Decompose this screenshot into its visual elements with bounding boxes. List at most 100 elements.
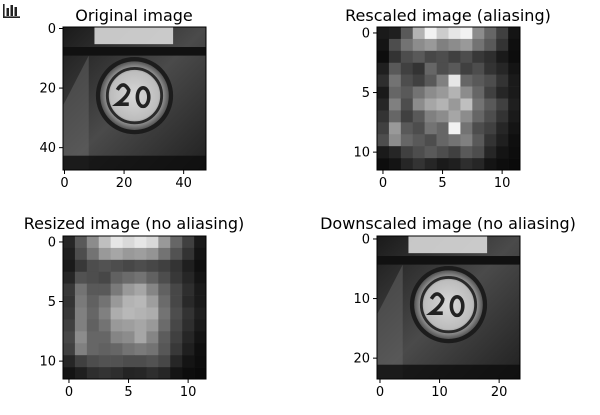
heatmap-cell xyxy=(146,331,159,344)
heatmap-cell xyxy=(377,98,390,111)
heatmap-cell xyxy=(496,110,509,123)
heatmap-cell xyxy=(110,271,123,284)
heatmap-cell xyxy=(182,355,195,368)
heatmap-cell xyxy=(110,247,123,261)
heatmap-cell xyxy=(484,146,497,159)
heatmap-cell xyxy=(508,158,521,171)
heatmap-cell xyxy=(158,331,171,344)
heatmap-cell xyxy=(182,247,195,261)
heatmap-cell xyxy=(412,134,425,147)
heatmap-cell xyxy=(412,158,425,171)
heatmap-cell xyxy=(158,343,171,356)
heatmap-cell xyxy=(388,27,402,40)
heatmap-cell xyxy=(508,74,521,87)
heatmap-cell xyxy=(182,271,195,284)
heatmap-cell xyxy=(63,247,76,261)
heatmap-cell xyxy=(170,271,183,284)
heatmap-cell xyxy=(134,236,147,249)
heatmap-cell xyxy=(134,283,147,296)
heatmap-cell xyxy=(134,307,147,320)
heatmap-cell xyxy=(122,236,135,249)
heatmap-cell xyxy=(508,62,521,75)
heatmap-cell xyxy=(460,134,473,147)
heatmap-cell xyxy=(170,319,183,332)
heatmap-cell xyxy=(400,110,414,123)
heatmap-cell xyxy=(472,74,485,87)
heatmap-cell xyxy=(98,247,111,261)
heatmap-cell xyxy=(74,331,88,344)
bar-chart-icon[interactable] xyxy=(2,2,22,20)
heatmap-cell xyxy=(412,146,425,159)
heatmap-cell xyxy=(460,98,473,111)
y-tick-label: 40 xyxy=(39,141,56,156)
heatmap-cell xyxy=(110,319,123,332)
heatmap-cell xyxy=(472,62,485,75)
heatmap-cell xyxy=(508,110,521,123)
heatmap-cell xyxy=(74,247,88,261)
heatmap-cell xyxy=(122,247,135,261)
heatmap-cell xyxy=(400,86,414,99)
heatmap-cell xyxy=(134,343,147,356)
heatmap-cell xyxy=(74,307,88,320)
y-tick-label: 0 xyxy=(48,22,56,37)
x-tick-label: 10 xyxy=(431,385,448,400)
heatmap-cell xyxy=(170,247,183,261)
heatmap-cell xyxy=(110,331,123,344)
heatmap-cell xyxy=(158,247,171,261)
heatmap-cell xyxy=(194,247,207,261)
heatmap-cell xyxy=(460,110,473,123)
heatmap-cell xyxy=(86,367,100,380)
heatmap-cell xyxy=(436,27,449,40)
heatmap-cell xyxy=(448,62,461,75)
x-tick-label: 10 xyxy=(180,385,197,400)
heatmap-cell xyxy=(146,271,159,284)
heatmap-cell xyxy=(436,86,449,99)
heatmap-cell xyxy=(182,307,195,320)
heatmap-cell xyxy=(182,331,195,344)
heatmap-cell xyxy=(484,98,497,111)
heatmap-cell xyxy=(98,331,111,344)
heatmap-cell xyxy=(448,50,461,64)
heatmap-cell xyxy=(460,86,473,99)
heatmap-cell xyxy=(472,110,485,123)
heatmap-cell xyxy=(98,319,111,332)
heatmap-cell xyxy=(448,134,461,147)
heatmap-cell xyxy=(377,158,390,171)
heatmap-cell xyxy=(170,307,183,320)
heatmap-cell xyxy=(400,98,414,111)
heatmap-cell xyxy=(484,122,497,135)
axes-frame xyxy=(62,235,207,380)
heatmap-cell xyxy=(508,86,521,99)
heatmap-cell xyxy=(86,271,100,284)
heatmap-cell xyxy=(122,355,135,368)
heatmap-cell xyxy=(484,27,497,40)
heatmap-cell xyxy=(436,158,449,171)
heatmap-cell xyxy=(122,343,135,356)
heatmap-cell xyxy=(194,307,207,320)
heatmap-cell xyxy=(110,355,123,368)
axes-frame xyxy=(62,26,207,171)
heatmap-cell xyxy=(436,146,449,159)
x-tick-label: 40 xyxy=(175,176,192,191)
heatmap-cell xyxy=(98,343,111,356)
panel-title: Resized image (no aliasing) xyxy=(24,214,245,233)
heatmap-cell xyxy=(377,122,390,135)
heatmap-cell xyxy=(98,271,111,284)
heatmap-cell xyxy=(182,367,195,380)
heatmap-cell xyxy=(436,74,449,87)
heatmap-cell xyxy=(484,134,497,147)
heatmap-cell xyxy=(400,27,414,40)
heatmap-cell xyxy=(472,134,485,147)
heatmap-cell xyxy=(170,331,183,344)
heatmap-cell xyxy=(63,319,76,332)
heatmap-cell xyxy=(388,50,402,64)
heatmap-cell xyxy=(436,98,449,111)
y-tick-label: 10 xyxy=(353,292,370,307)
heatmap-cell xyxy=(170,295,183,308)
heatmap-cell xyxy=(472,86,485,99)
x-tick-label: 20 xyxy=(491,385,508,400)
heatmap-cell xyxy=(508,50,521,64)
heatmap-cell xyxy=(170,343,183,356)
heatmap-cell xyxy=(448,158,461,171)
heatmap-cell xyxy=(448,146,461,159)
